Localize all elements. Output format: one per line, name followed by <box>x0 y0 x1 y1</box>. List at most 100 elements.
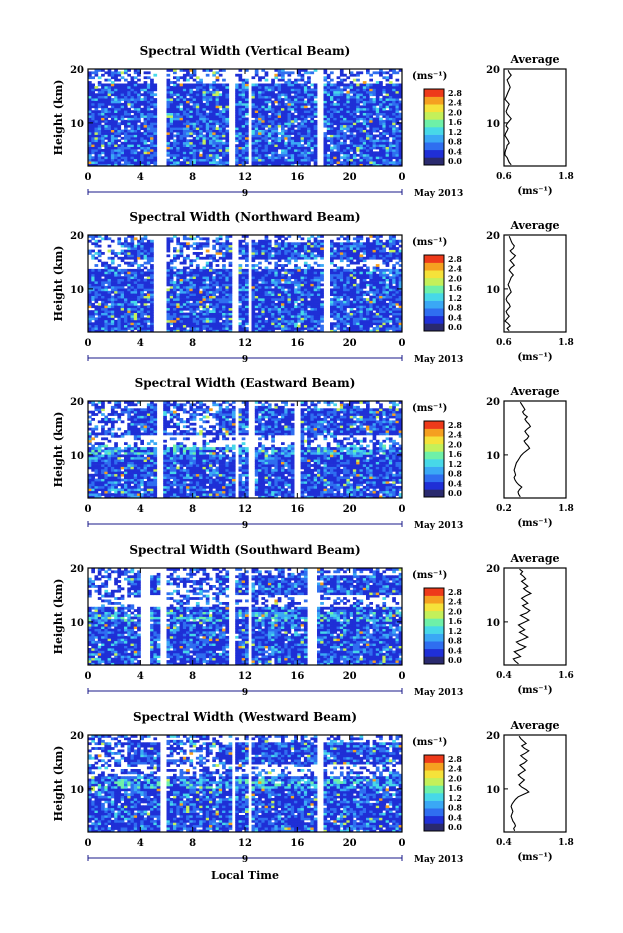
heatmap-cell <box>225 113 229 116</box>
heatmap-cell <box>258 325 262 328</box>
heatmap-cell <box>140 86 144 89</box>
heatmap-cell <box>144 274 148 277</box>
heatmap-cell <box>150 139 154 142</box>
heatmap-cell <box>150 315 154 318</box>
heatmap-cell <box>239 103 243 106</box>
heatmap-cell <box>173 267 177 270</box>
heatmap-cell <box>389 98 393 101</box>
heatmap-cell <box>337 84 341 87</box>
heatmap-cell <box>356 159 360 162</box>
heatmap-cell <box>199 144 203 147</box>
heatmap-cell <box>186 71 190 74</box>
heatmap-cell <box>121 108 125 111</box>
heatmap-cell <box>265 122 269 125</box>
heatmap-cell <box>111 313 115 316</box>
heatmap-cell <box>144 320 148 323</box>
colorbar-swatch <box>424 97 444 105</box>
heatmap-cell <box>291 98 295 101</box>
heatmap-cell <box>114 154 118 157</box>
heatmap-cell <box>131 291 135 294</box>
heatmap-cell <box>288 315 292 318</box>
heatmap-cell <box>225 245 229 248</box>
heatmap-cell <box>396 149 400 152</box>
heatmap-cell <box>196 147 200 150</box>
heatmap-cell <box>242 103 246 106</box>
heatmap-cell <box>222 308 226 311</box>
heatmap-cell <box>140 254 144 257</box>
heatmap-cell <box>127 113 131 116</box>
heatmap-cell <box>366 118 370 121</box>
heatmap-cell <box>235 113 239 116</box>
heatmap-cell <box>193 113 197 116</box>
heatmap-cell <box>333 120 337 123</box>
heatmap-cell <box>252 115 256 118</box>
heatmap-cell <box>209 320 213 323</box>
heatmap-cell <box>134 96 138 99</box>
heatmap-cell <box>291 305 295 308</box>
heatmap-cell <box>124 156 128 159</box>
heatmap-cell <box>108 149 112 152</box>
heatmap-cell <box>199 315 203 318</box>
heatmap-cell <box>209 159 213 162</box>
heatmap-cell <box>252 252 256 255</box>
heatmap-cell <box>173 310 177 313</box>
heatmap-cell <box>356 125 360 128</box>
heatmap-cell <box>382 105 386 108</box>
heatmap-cell <box>176 237 180 240</box>
heatmap-cell <box>180 137 184 140</box>
heatmap-cell <box>180 284 184 287</box>
heatmap-cell <box>203 137 207 140</box>
heatmap-cell <box>131 279 135 282</box>
heatmap-cell <box>363 118 367 121</box>
heatmap-cell <box>376 144 380 147</box>
heatmap-cell <box>245 264 249 267</box>
heatmap-cell <box>114 118 118 121</box>
heatmap-cell <box>189 108 193 111</box>
heatmap-cell <box>173 250 177 253</box>
heatmap-cell <box>389 91 393 94</box>
heatmap-cell <box>167 135 171 138</box>
heatmap-cell <box>209 276 213 279</box>
heatmap-cell <box>239 305 243 308</box>
heatmap-cell <box>301 96 305 99</box>
heatmap-cell <box>271 279 275 282</box>
heatmap-cell <box>180 274 184 277</box>
heatmap-cell <box>278 147 282 150</box>
heatmap-cell <box>101 296 105 299</box>
heatmap-cell <box>212 271 216 274</box>
heatmap-cell <box>150 113 154 116</box>
heatmap-cell <box>324 103 328 106</box>
heatmap-cell <box>337 101 341 104</box>
heatmap-cell <box>222 98 226 101</box>
heatmap-cell <box>265 250 269 253</box>
heatmap-cell <box>196 135 200 138</box>
heatmap-cell <box>193 310 197 313</box>
heatmap-cell <box>350 139 354 142</box>
heatmap-cell <box>95 113 99 116</box>
heatmap-cell <box>101 84 105 87</box>
avg-title: Average <box>509 53 559 66</box>
heatmap-cell <box>389 86 393 89</box>
heatmap-cell <box>111 286 115 289</box>
heatmap-cell <box>252 149 256 152</box>
heatmap-cell <box>140 264 144 267</box>
heatmap-cell <box>108 291 112 294</box>
heatmap-cell <box>252 315 256 318</box>
heatmap-cell <box>376 159 380 162</box>
heatmap-cell <box>124 84 128 87</box>
heatmap-cell <box>376 96 380 99</box>
heatmap-cell <box>265 156 269 159</box>
heatmap-cell <box>271 325 275 328</box>
heatmap-cell <box>379 101 383 104</box>
heatmap-cell <box>144 84 148 87</box>
heatmap-cell <box>314 96 318 99</box>
heatmap-cell <box>186 144 190 147</box>
heatmap-cell <box>101 262 105 265</box>
heatmap-cell <box>239 79 243 82</box>
heatmap-cell <box>239 322 243 325</box>
heatmap-cell <box>239 91 243 94</box>
heatmap-cell <box>127 161 131 164</box>
heatmap-cell <box>261 310 265 313</box>
heatmap-cell <box>189 317 193 320</box>
heatmap-cell <box>114 279 118 282</box>
